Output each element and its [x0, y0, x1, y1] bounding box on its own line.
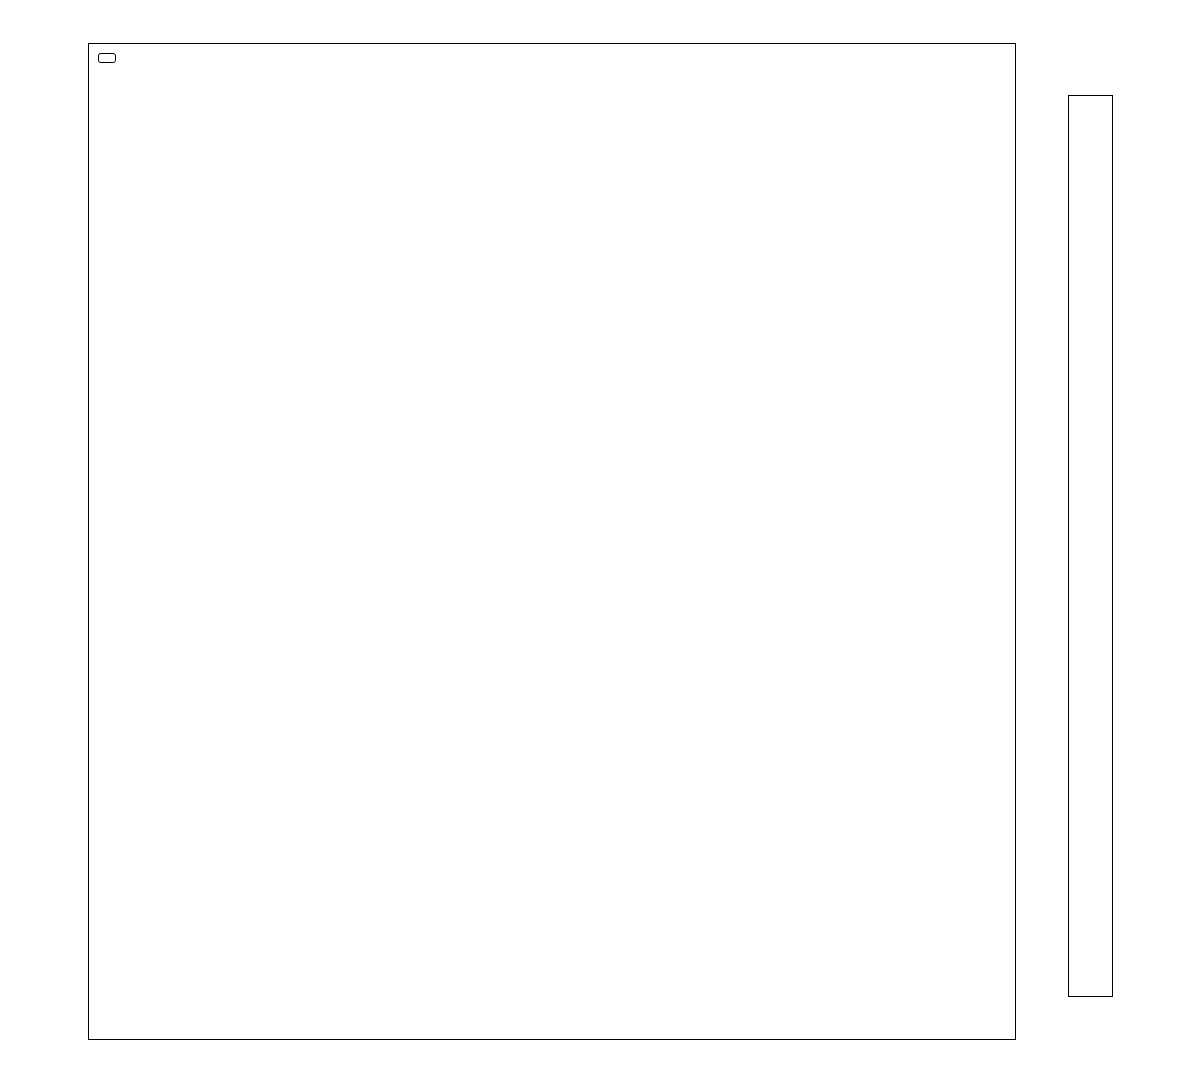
map-canvas: [89, 44, 1016, 1040]
map-plot-area: [88, 43, 1016, 1040]
product-annotation: [98, 53, 116, 63]
colorbar: [1068, 95, 1113, 997]
